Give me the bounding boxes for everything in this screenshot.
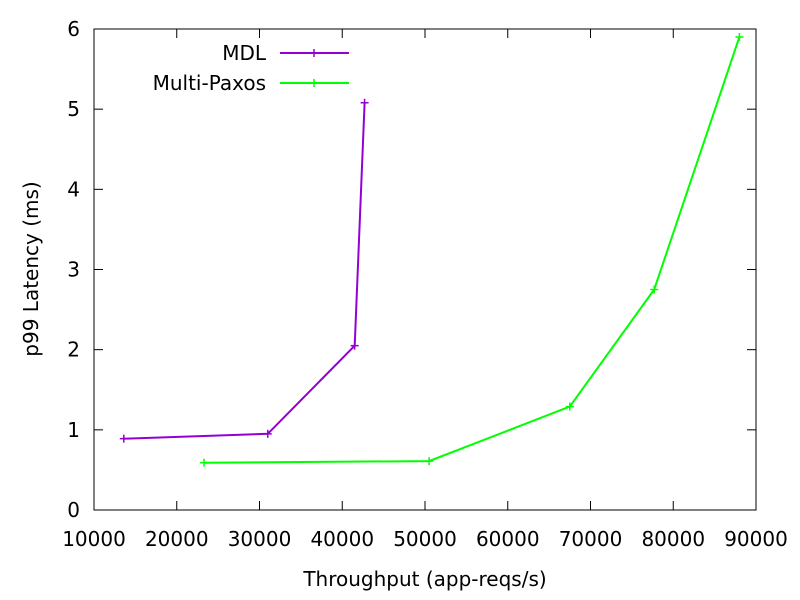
y-tick-label: 3 (67, 258, 80, 282)
series-line-mdl (123, 102, 366, 440)
x-tick-label: 50000 (393, 527, 457, 551)
x-tick-label: 30000 (228, 527, 292, 551)
data-point (200, 458, 209, 467)
data-point (565, 402, 574, 411)
x-tick-label: 80000 (641, 527, 705, 551)
data-point (360, 98, 369, 107)
data-point (735, 33, 744, 42)
x-tick-label: 20000 (145, 527, 209, 551)
x-axis: 10000 20000 30000 40000 50000 60000 70000 80000… (62, 29, 788, 551)
data-point (650, 285, 659, 294)
data-point (425, 457, 434, 466)
data-point (263, 429, 272, 438)
series-layer (119, 33, 744, 467)
y-tick-label: 0 (67, 498, 80, 522)
legend-label: MDL (222, 41, 267, 65)
y-tick-label: 6 (67, 17, 80, 41)
data-point (350, 341, 359, 350)
x-axis-label: Throughput (app-reqs/s) (302, 567, 546, 591)
series-line-multi-paxos (204, 36, 741, 464)
legend-marker (310, 79, 318, 87)
plot-frame (93, 28, 757, 511)
y-tick-label: 4 (67, 177, 80, 201)
legend-marker (310, 49, 318, 57)
y-tick-label: 2 (67, 338, 80, 362)
y-axis-label: p99 Latency (ms) (19, 181, 43, 356)
y-axis: 0 1 2 3 4 5 6 (67, 17, 756, 522)
x-tick-label: 10000 (62, 527, 126, 551)
legend: MDL Multi-Paxos (153, 41, 349, 95)
data-point (119, 434, 128, 443)
x-tick-label: 40000 (310, 527, 374, 551)
y-tick-label: 5 (67, 97, 80, 121)
y-tick-label: 1 (67, 418, 80, 442)
x-tick-label: 70000 (559, 527, 623, 551)
x-tick-label: 90000 (724, 527, 788, 551)
x-tick-label: 60000 (476, 527, 540, 551)
legend-label: Multi-Paxos (153, 71, 266, 95)
